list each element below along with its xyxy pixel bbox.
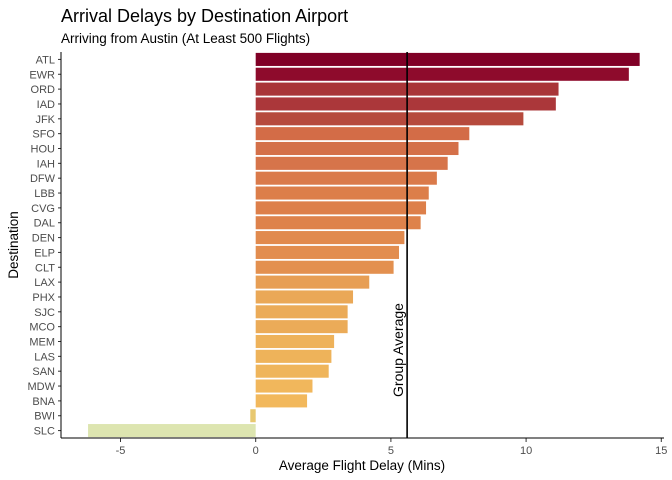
y-tick-label-mco: MCO xyxy=(29,322,55,334)
bar-san xyxy=(255,364,329,378)
y-tick-label-ord: ORD xyxy=(31,84,56,96)
bar-sjc xyxy=(255,305,348,319)
group-average-label: Group Average xyxy=(390,303,406,397)
y-tick-label-bwi: BWI xyxy=(34,411,55,423)
bar-slc xyxy=(88,424,256,438)
chart-title: Arrival Delays by Destination Airport xyxy=(61,6,348,26)
y-axis-title: Destination xyxy=(6,211,21,279)
y-tick-label-cvg: CVG xyxy=(31,203,55,215)
bar-mco xyxy=(255,320,348,334)
y-tick-label-jfk: JFK xyxy=(35,114,55,126)
bar-bwi xyxy=(250,409,256,423)
x-tick-label: 5 xyxy=(388,445,394,457)
bar-mdw xyxy=(255,379,313,393)
bar-clt xyxy=(255,260,394,274)
y-tick-label-ewr: EWR xyxy=(29,69,55,81)
y-tick-label-atl: ATL xyxy=(36,54,55,66)
y-tick-label-iad: IAD xyxy=(37,99,55,111)
bar-bna xyxy=(255,394,308,408)
bar-lbb xyxy=(255,186,429,200)
y-tick-label-clt: CLT xyxy=(35,262,55,274)
bar-hou xyxy=(255,141,459,156)
bar-ewr xyxy=(255,67,629,81)
y-tick-label-lax: LAX xyxy=(34,277,55,289)
y-tick-label-san: SAN xyxy=(32,366,55,378)
bar-jfk xyxy=(255,112,524,126)
y-tick-label-elp: ELP xyxy=(34,247,55,259)
y-tick-label-sfo: SFO xyxy=(32,129,55,141)
bar-las xyxy=(255,349,332,363)
bar-sfo xyxy=(255,127,470,141)
y-tick-label-phx: PHX xyxy=(32,292,55,304)
y-tick-label-mdw: MDW xyxy=(28,381,56,393)
y-tick-label-las: LAS xyxy=(34,351,55,363)
bar-iad xyxy=(255,97,556,111)
bar-dal xyxy=(255,216,421,230)
bar-elp xyxy=(255,245,400,259)
x-tick-label: 15 xyxy=(655,445,667,457)
y-tick-labels: ATL EWR ORD IAD JFK SFO HOU IAH DFW LBB CVG DAL DEN E… xyxy=(28,54,61,438)
bar-mem xyxy=(255,334,335,349)
x-axis-title: Average Flight Delay (Mins) xyxy=(279,458,445,473)
bar-lax xyxy=(255,275,370,289)
bars-group xyxy=(88,52,640,438)
y-tick-label-iah: IAH xyxy=(37,158,55,170)
y-tick-label-slc: SLC xyxy=(34,426,55,438)
y-tick-label-mem: MEM xyxy=(29,337,55,349)
bar-iah xyxy=(255,156,448,170)
x-ticks: -5 0 5 10 15 xyxy=(116,438,667,457)
x-tick-label: 10 xyxy=(520,445,532,457)
y-tick-label-bna: BNA xyxy=(32,396,55,408)
y-tick-label-hou: HOU xyxy=(31,144,56,156)
bar-cvg xyxy=(255,201,427,215)
chart-subtitle: Arriving from Austin (At Least 500 Fligh… xyxy=(61,31,310,46)
x-tick-label: -5 xyxy=(116,445,126,457)
y-tick-label-den: DEN xyxy=(32,233,55,245)
y-tick-label-dal: DAL xyxy=(34,218,55,230)
x-tick-label: 0 xyxy=(253,445,259,457)
y-tick-label-dfw: DFW xyxy=(30,173,56,185)
bar-atl xyxy=(255,52,640,66)
bar-den xyxy=(255,231,405,245)
y-tick-label-lbb: LBB xyxy=(34,188,55,200)
bar-dfw xyxy=(255,171,437,185)
bar-phx xyxy=(255,290,354,304)
y-tick-label-sjc: SJC xyxy=(34,307,55,319)
